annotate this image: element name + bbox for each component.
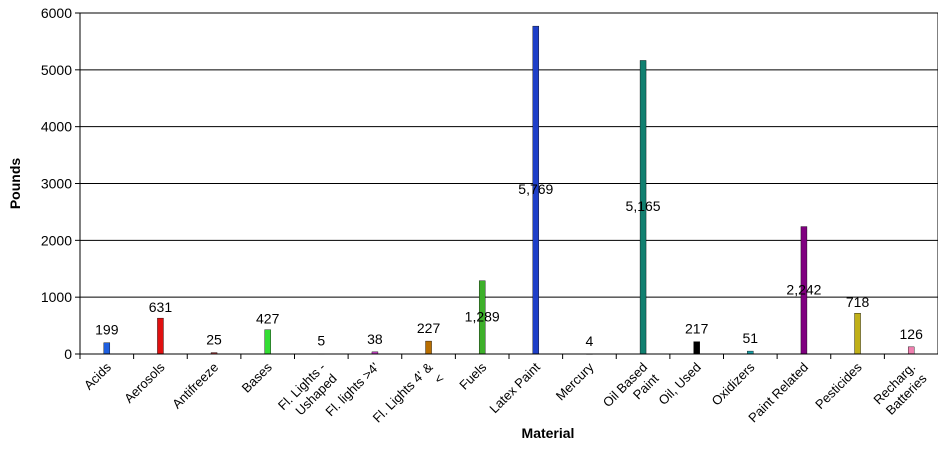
y-tick-label: 0 [64,346,72,362]
value-label: 2,242 [786,281,821,297]
value-label: 126 [900,326,924,342]
value-label: 227 [417,320,441,336]
bar [425,340,432,355]
bar [103,342,111,355]
bar [854,312,861,355]
plot-area-frame [79,12,938,355]
x-tick-label: Fl. Lights 4' &< [370,359,448,437]
x-axis-tick-labels: Acids Aerosols Antifreeze Bases Fl. Lights -… [81,359,930,437]
x-axis-title: Material [522,425,575,441]
value-label: 718 [846,294,870,310]
value-label: 5 [317,333,325,349]
y-tick-label: 3000 [41,176,72,192]
bars [103,25,915,355]
y-axis-tick-labels: 0 1000 2000 3000 4000 5000 6000 [41,5,72,362]
value-label: 38 [367,331,383,347]
x-tick-label: Latex Paint [486,359,543,416]
x-tick-label: Pesticides [812,359,865,412]
value-label: 4 [586,333,594,349]
x-tick-label: Oil BasedPaint [600,359,662,421]
x-tick-label: Oil, Used [655,360,703,408]
value-labels: 199 631 25 427 5 38 227 1,289 5,769 4 5,165 217 51 2,… [95,181,923,349]
value-label: 199 [95,322,119,338]
x-tick-label: Fuels [456,359,489,392]
y-tick-label: 1000 [41,289,72,305]
value-label: 5,165 [626,198,661,214]
value-label: 51 [743,330,759,346]
bar [264,329,271,355]
bar [907,346,915,355]
x-tick-label: Bases [239,359,276,396]
x-tick-label: Recharg.Batteries [870,359,930,419]
y-tick-label: 6000 [41,5,72,21]
x-tick-label: Aerosols [121,359,168,406]
value-label: 217 [685,321,709,337]
x-tick-label: Antifreeze [169,360,221,412]
x-tick-label: Oxidizers [709,359,758,408]
value-label: 25 [206,332,222,348]
x-tick-label: Acids [81,359,114,392]
y-tick-label: 5000 [41,62,72,78]
y-tick-label: 2000 [41,232,72,248]
x-tick-label: Mercury [553,359,597,403]
value-label: 1,289 [465,308,500,324]
value-label: 427 [256,311,280,327]
value-label: 5,769 [518,181,553,197]
bar [693,341,700,355]
bar [157,317,164,355]
y-axis-title: Pounds [7,158,23,210]
gridlines [75,12,938,359]
y-tick-label: 4000 [41,119,72,135]
value-label: 631 [149,299,173,315]
